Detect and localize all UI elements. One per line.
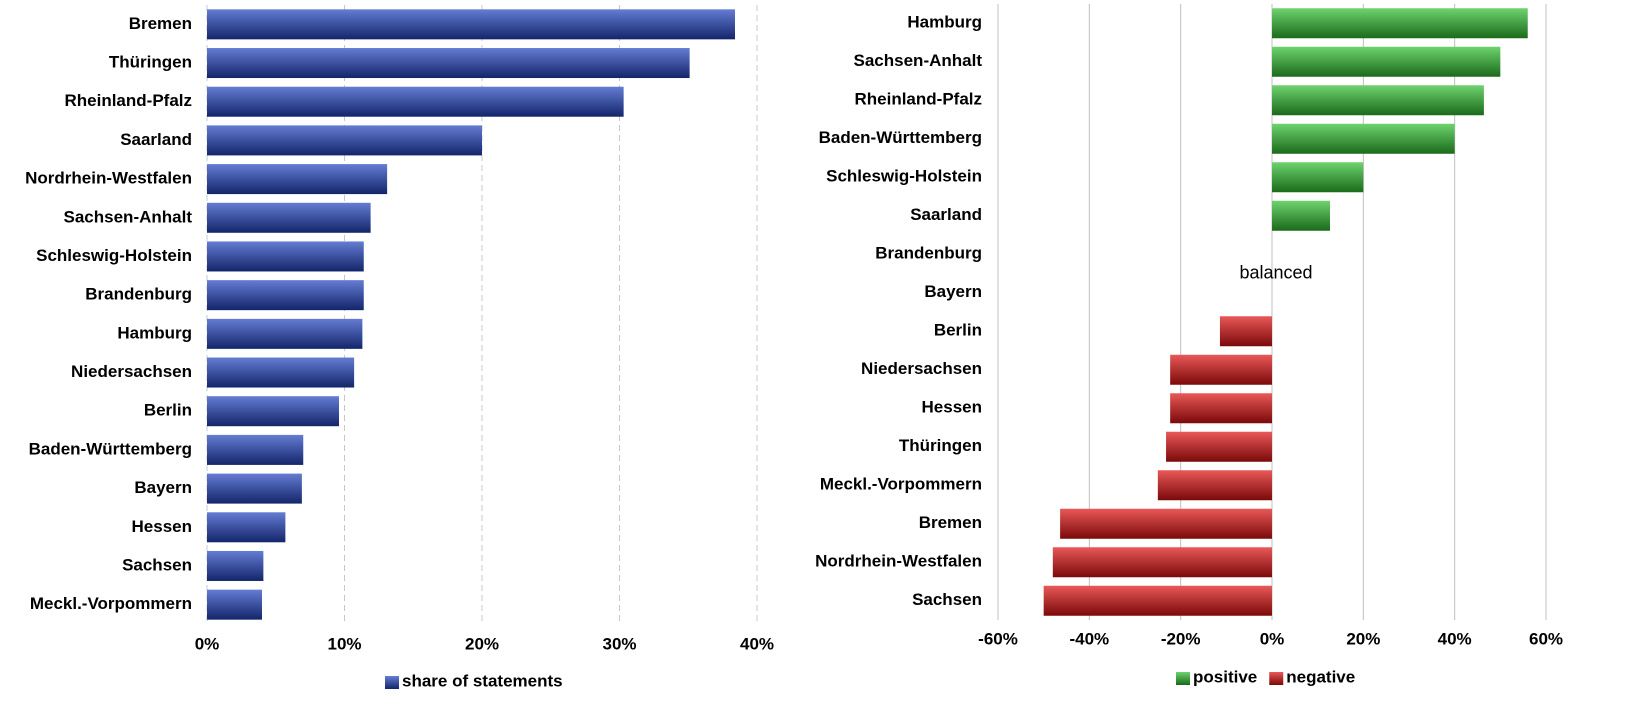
- bar: [1272, 46, 1501, 77]
- bar: [1272, 162, 1364, 193]
- bar: [207, 48, 690, 79]
- y-tick-label: Hamburg: [907, 13, 982, 32]
- y-tick-label: Baden-Württemberg: [29, 439, 192, 458]
- y-tick-label: Sachsen-Anhalt: [854, 51, 983, 70]
- bar: [207, 202, 371, 233]
- bar: [207, 86, 624, 117]
- x-tick-label: 40%: [1438, 629, 1472, 648]
- bar: [207, 512, 286, 543]
- annotation: balanced: [1239, 262, 1312, 282]
- y-tick-label: Bremen: [129, 14, 192, 33]
- x-tick-label: 10%: [327, 634, 361, 653]
- y-tick-label: Rheinland-Pfalz: [64, 91, 192, 110]
- bar: [207, 357, 355, 388]
- y-tick-label: Sachsen: [122, 555, 192, 574]
- bar: [1166, 431, 1272, 462]
- x-tick-label: 0%: [195, 634, 220, 653]
- y-tick-label: Rheinland-Pfalz: [854, 90, 982, 109]
- x-tick-label: 20%: [465, 634, 499, 653]
- x-tick-label: 20%: [1346, 629, 1380, 648]
- bar: [1272, 85, 1484, 116]
- x-tick-label: 60%: [1529, 629, 1563, 648]
- bar: [1170, 354, 1272, 385]
- y-tick-label: Hamburg: [117, 323, 192, 342]
- legend-label: share of statements: [402, 671, 563, 690]
- legend-swatch: [1176, 672, 1190, 685]
- bar: [207, 550, 264, 581]
- y-tick-label: Schleswig-Holstein: [826, 167, 982, 186]
- y-tick-label: Berlin: [144, 401, 192, 420]
- y-tick-label: Thüringen: [899, 436, 982, 455]
- y-tick-label: Berlin: [934, 321, 982, 340]
- bar: [207, 589, 262, 620]
- x-tick-label: -60%: [978, 629, 1018, 648]
- legend-swatch: [385, 676, 399, 689]
- bar: [207, 164, 388, 195]
- y-tick-label: Saarland: [120, 130, 192, 149]
- bar: [207, 9, 735, 40]
- x-tick-label: -40%: [1069, 629, 1109, 648]
- y-tick-label: Meckl.-Vorpommern: [30, 594, 192, 613]
- y-tick-label: Saarland: [910, 205, 982, 224]
- y-tick-label: Sachsen-Anhalt: [64, 207, 193, 226]
- bar: [1043, 585, 1272, 616]
- bar: [207, 280, 364, 311]
- y-tick-label: Sachsen: [912, 590, 982, 609]
- y-tick-label: Niedersachsen: [71, 362, 192, 381]
- legend-label: positive: [1193, 667, 1257, 686]
- y-tick-label: Bayern: [134, 478, 192, 497]
- bar: [1157, 470, 1272, 501]
- bar: [1272, 200, 1330, 231]
- bar: [207, 473, 302, 504]
- bar: [1052, 547, 1272, 578]
- y-tick-label: Thüringen: [109, 53, 192, 72]
- legend-label: negative: [1286, 667, 1355, 686]
- y-tick-label: Nordrhein-Westfalen: [25, 169, 192, 188]
- x-tick-label: 0%: [1260, 629, 1285, 648]
- legend-swatch: [1269, 672, 1284, 685]
- bar: [207, 318, 363, 349]
- x-tick-label: 40%: [740, 634, 774, 653]
- y-tick-label: Bayern: [924, 282, 982, 301]
- bar: [207, 125, 482, 156]
- x-tick-label: 30%: [602, 634, 636, 653]
- y-tick-label: Schleswig-Holstein: [36, 246, 192, 265]
- y-tick-label: Hessen: [922, 398, 982, 417]
- bar: [1060, 508, 1272, 539]
- y-tick-label: Meckl.-Vorpommern: [820, 475, 982, 494]
- x-tick-label: -20%: [1161, 629, 1201, 648]
- bar: [1272, 123, 1455, 154]
- y-tick-label: Hessen: [132, 517, 192, 536]
- bar: [207, 241, 364, 272]
- y-tick-label: Brandenburg: [875, 244, 982, 263]
- y-tick-label: Brandenburg: [85, 285, 192, 304]
- bar: [1272, 8, 1528, 39]
- bar: [1170, 393, 1272, 424]
- bar: [207, 396, 339, 427]
- bar: [1219, 316, 1272, 347]
- bar: [207, 434, 304, 465]
- y-tick-label: Baden-Württemberg: [819, 128, 982, 147]
- y-tick-label: Nordrhein-Westfalen: [815, 552, 982, 571]
- y-tick-label: Niedersachsen: [861, 359, 982, 378]
- y-tick-label: Bremen: [919, 513, 982, 532]
